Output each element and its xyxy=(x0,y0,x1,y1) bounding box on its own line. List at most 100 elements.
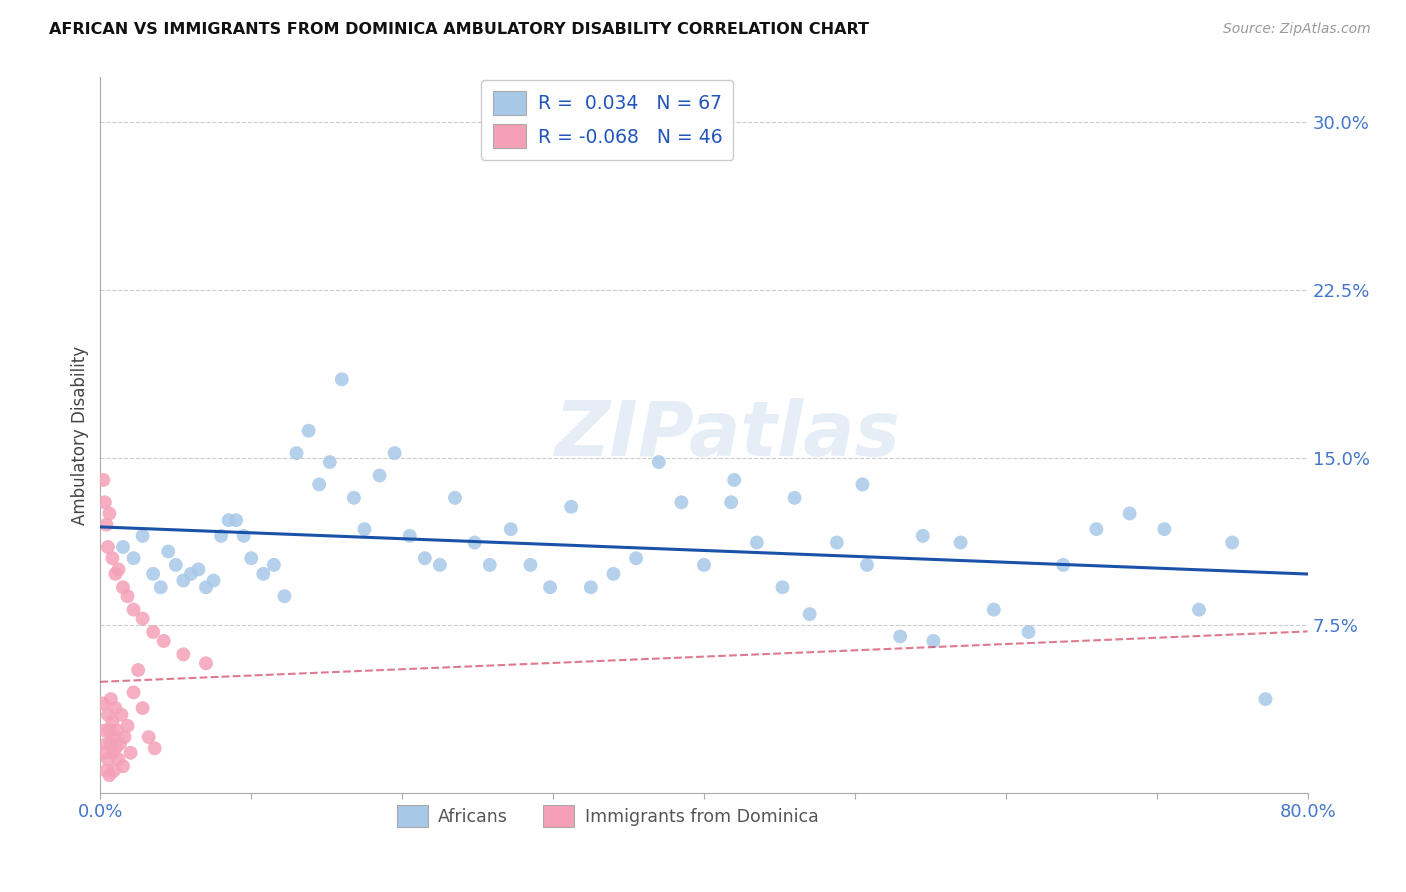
Point xyxy=(273,589,295,603)
Point xyxy=(560,500,582,514)
Point xyxy=(398,529,420,543)
Point xyxy=(101,746,124,760)
Point xyxy=(368,468,391,483)
Point xyxy=(101,714,124,729)
Point xyxy=(111,759,134,773)
Point xyxy=(263,558,285,572)
Point xyxy=(252,566,274,581)
Point xyxy=(1118,507,1140,521)
Point xyxy=(319,455,342,469)
Point xyxy=(108,737,131,751)
Point xyxy=(308,477,330,491)
Point xyxy=(94,495,117,509)
Point xyxy=(98,723,121,738)
Point xyxy=(285,446,308,460)
Point xyxy=(723,473,745,487)
Point xyxy=(98,768,121,782)
Point xyxy=(783,491,806,505)
Point xyxy=(202,574,225,588)
Point xyxy=(478,558,501,572)
Point xyxy=(172,648,194,662)
Point xyxy=(444,491,467,505)
Point xyxy=(142,566,165,581)
Point xyxy=(1017,625,1039,640)
Point xyxy=(122,551,145,566)
Point xyxy=(693,558,716,572)
Point xyxy=(111,540,134,554)
Point xyxy=(93,697,115,711)
Point xyxy=(648,455,671,469)
Point xyxy=(114,730,136,744)
Point xyxy=(103,764,125,778)
Point xyxy=(104,566,127,581)
Point xyxy=(825,535,848,549)
Point xyxy=(983,602,1005,616)
Point xyxy=(1254,692,1277,706)
Point xyxy=(218,513,240,527)
Point xyxy=(772,580,794,594)
Point xyxy=(922,634,945,648)
Point xyxy=(97,707,120,722)
Point xyxy=(131,701,153,715)
Point xyxy=(98,507,121,521)
Point xyxy=(384,446,406,460)
Legend: Africans, Immigrants from Dominica: Africans, Immigrants from Dominica xyxy=(389,798,825,834)
Point xyxy=(127,663,149,677)
Point xyxy=(104,701,127,715)
Point xyxy=(745,535,768,549)
Point xyxy=(413,551,436,566)
Point xyxy=(851,477,873,491)
Point xyxy=(107,752,129,766)
Point xyxy=(1153,522,1175,536)
Text: AFRICAN VS IMMIGRANTS FROM DOMINICA AMBULATORY DISABILITY CORRELATION CHART: AFRICAN VS IMMIGRANTS FROM DOMINICA AMBU… xyxy=(49,22,869,37)
Point xyxy=(131,611,153,625)
Point xyxy=(889,630,911,644)
Point xyxy=(209,529,232,543)
Point xyxy=(602,566,624,581)
Point xyxy=(671,495,693,509)
Point xyxy=(97,540,120,554)
Point xyxy=(131,529,153,543)
Point xyxy=(343,491,366,505)
Point xyxy=(911,529,934,543)
Point xyxy=(429,558,451,572)
Point xyxy=(105,723,128,738)
Point xyxy=(93,473,115,487)
Point xyxy=(499,522,522,536)
Point xyxy=(142,625,165,640)
Point xyxy=(187,562,209,576)
Point xyxy=(138,730,160,744)
Point xyxy=(624,551,647,566)
Point xyxy=(104,741,127,756)
Point xyxy=(122,685,145,699)
Point xyxy=(97,752,120,766)
Point xyxy=(157,544,180,558)
Point xyxy=(96,737,118,751)
Point xyxy=(96,517,118,532)
Point xyxy=(149,580,172,594)
Point xyxy=(94,746,117,760)
Point xyxy=(519,558,541,572)
Point xyxy=(110,707,132,722)
Point xyxy=(165,558,187,572)
Point xyxy=(856,558,879,572)
Point xyxy=(117,719,139,733)
Point xyxy=(464,535,486,549)
Point xyxy=(195,657,218,671)
Point xyxy=(1188,602,1211,616)
Point xyxy=(1052,558,1074,572)
Point xyxy=(232,529,254,543)
Text: Source: ZipAtlas.com: Source: ZipAtlas.com xyxy=(1223,22,1371,37)
Point xyxy=(195,580,218,594)
Point xyxy=(720,495,742,509)
Point xyxy=(117,589,139,603)
Point xyxy=(101,551,124,566)
Point xyxy=(172,574,194,588)
Point xyxy=(297,424,319,438)
Point xyxy=(96,764,118,778)
Point xyxy=(538,580,561,594)
Point xyxy=(353,522,375,536)
Point xyxy=(111,580,134,594)
Y-axis label: Ambulatory Disability: Ambulatory Disability xyxy=(72,346,89,524)
Point xyxy=(225,513,247,527)
